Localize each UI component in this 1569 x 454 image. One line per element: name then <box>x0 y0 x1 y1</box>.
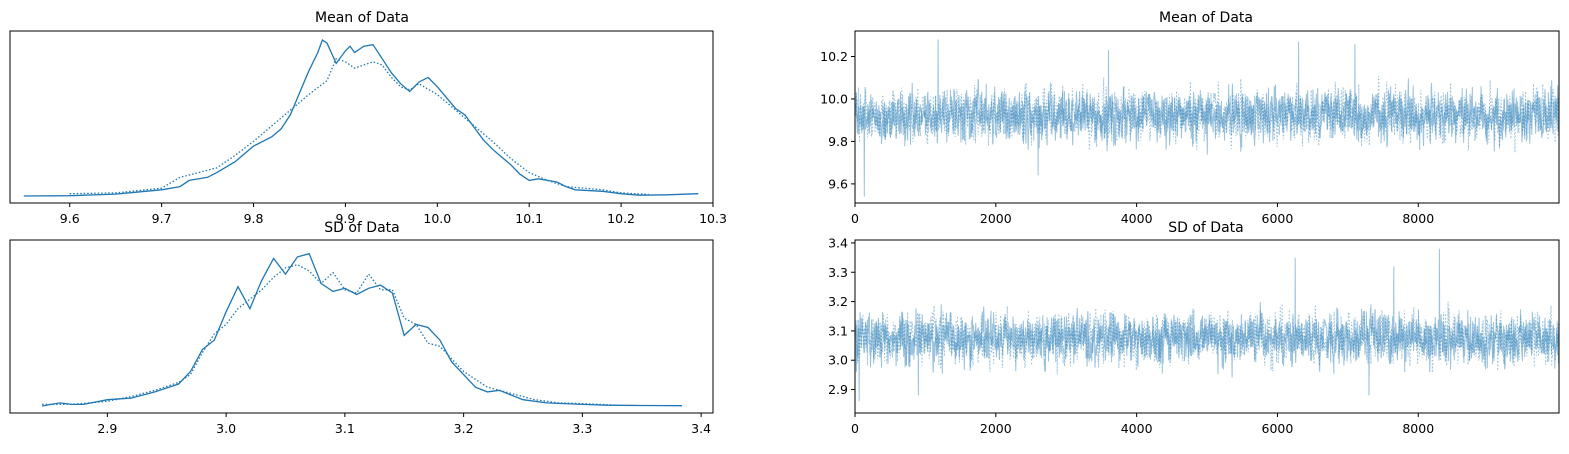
sd-trace-line-dotted <box>854 301 1560 375</box>
mean-density-x-tick-label: 10.1 <box>515 211 543 226</box>
mean-trace-series <box>854 39 1560 197</box>
sd-density-x-tick-label: 3.2 <box>454 421 474 436</box>
mean-trace-x-tick-label: 0 <box>851 211 859 226</box>
mean-trace-x-tick-label: 6000 <box>1262 211 1294 226</box>
mean-density-x-ticks: 9.6 9.7 9.8 9.9 10.0 10.1 10.2 10.3 <box>60 203 727 226</box>
sd-trace-series <box>854 248 1560 402</box>
mean-trace-x-tick-label: 8000 <box>1402 211 1434 226</box>
sd-density-panel: 2.9 3.0 3.1 3.2 3.3 3.4 SD of Data <box>9 220 714 436</box>
sd-trace-x-tick-label: 8000 <box>1402 421 1434 436</box>
sd-trace-y-tick-label: 3.3 <box>828 265 848 280</box>
mean-density-frame <box>9 30 714 204</box>
sd-density-frame <box>9 239 714 414</box>
mean-trace-x-tick-label: 2000 <box>980 211 1012 226</box>
sd-trace-title: SD of Data <box>1168 220 1244 236</box>
mean-density-title: Mean of Data <box>315 10 409 26</box>
sd-density-series <box>41 252 683 407</box>
mean-density-x-tick-label: 9.7 <box>152 211 172 226</box>
sd-trace-y-tick-label: 3.1 <box>828 323 848 338</box>
mean-density-x-tick-label: 9.9 <box>335 211 355 226</box>
sd-density-line-solid <box>41 252 683 407</box>
sd-trace-x-tick-label: 4000 <box>1121 421 1153 436</box>
sd-trace-y-ticks: 2.9 3.0 3.1 3.2 3.3 3.4 <box>828 235 855 397</box>
mean-trace-y-tick-label: 9.8 <box>828 134 848 149</box>
mean-density-line-dotted <box>69 57 649 196</box>
mean-trace-line-dotted <box>854 75 1560 153</box>
sd-trace-y-tick-label: 3.2 <box>828 294 848 309</box>
sd-density-x-ticks: 2.9 3.0 3.1 3.2 3.3 3.4 <box>97 413 711 436</box>
sd-density-title: SD of Data <box>324 220 400 236</box>
sd-density-x-tick-label: 3.1 <box>335 421 355 436</box>
mean-density-series <box>23 38 699 197</box>
sd-trace-y-tick-label: 2.9 <box>828 382 848 397</box>
mean-trace-y-tick-label: 9.6 <box>828 176 848 191</box>
sd-density-x-tick-label: 2.9 <box>97 421 117 436</box>
mean-trace-frame <box>854 30 1560 204</box>
sd-density-x-tick-label: 3.3 <box>572 421 592 436</box>
mean-trace-y-tick-label: 10.0 <box>820 91 848 106</box>
sd-trace-line-solid <box>854 248 1560 402</box>
mean-trace-panel: Mean of Data 0 2000 4000 6000 8000 9.6 9.8 10.… <box>820 10 1560 226</box>
mean-density-x-tick-label: 9.6 <box>60 211 80 226</box>
mean-density-x-tick-label: 10.3 <box>699 211 727 226</box>
sd-trace-y-tick-label: 3.4 <box>828 235 848 250</box>
mean-trace-y-tick-label: 10.2 <box>820 49 848 64</box>
mean-density-x-tick-label: 9.8 <box>244 211 264 226</box>
sd-trace-x-tick-label: 6000 <box>1262 421 1294 436</box>
sd-density-x-tick-label: 3.0 <box>216 421 236 436</box>
sd-density-line-dotted <box>42 264 619 406</box>
mean-density-line-solid <box>23 38 699 197</box>
mean-density-x-tick-label: 10.2 <box>607 211 635 226</box>
mean-density-panel: Mean of Data 9.6 9.7 9.8 9.9 10.0 10.1 10.2 10.… <box>9 10 727 226</box>
sd-trace-x-tick-label: 2000 <box>980 421 1012 436</box>
sd-trace-y-tick-label: 3.0 <box>828 353 848 368</box>
sd-trace-x-ticks: 0 2000 4000 6000 8000 <box>851 413 1434 436</box>
mean-trace-y-ticks: 9.6 9.8 10.0 10.2 <box>820 49 855 191</box>
mean-trace-x-tick-label: 4000 <box>1121 211 1153 226</box>
sd-trace-frame <box>854 239 1560 414</box>
mean-trace-x-ticks: 0 2000 4000 6000 8000 <box>851 203 1434 226</box>
sd-trace-x-tick-label: 0 <box>851 421 859 436</box>
sd-density-x-tick-label: 3.4 <box>691 421 711 436</box>
sd-trace-panel: 0 2000 4000 6000 8000 2.9 3.0 3.1 3.2 3.3 3.4 SD … <box>828 220 1560 436</box>
mean-trace-line-solid <box>854 39 1560 197</box>
mean-density-x-tick-label: 10.0 <box>423 211 451 226</box>
mean-trace-title: Mean of Data <box>1159 10 1253 26</box>
